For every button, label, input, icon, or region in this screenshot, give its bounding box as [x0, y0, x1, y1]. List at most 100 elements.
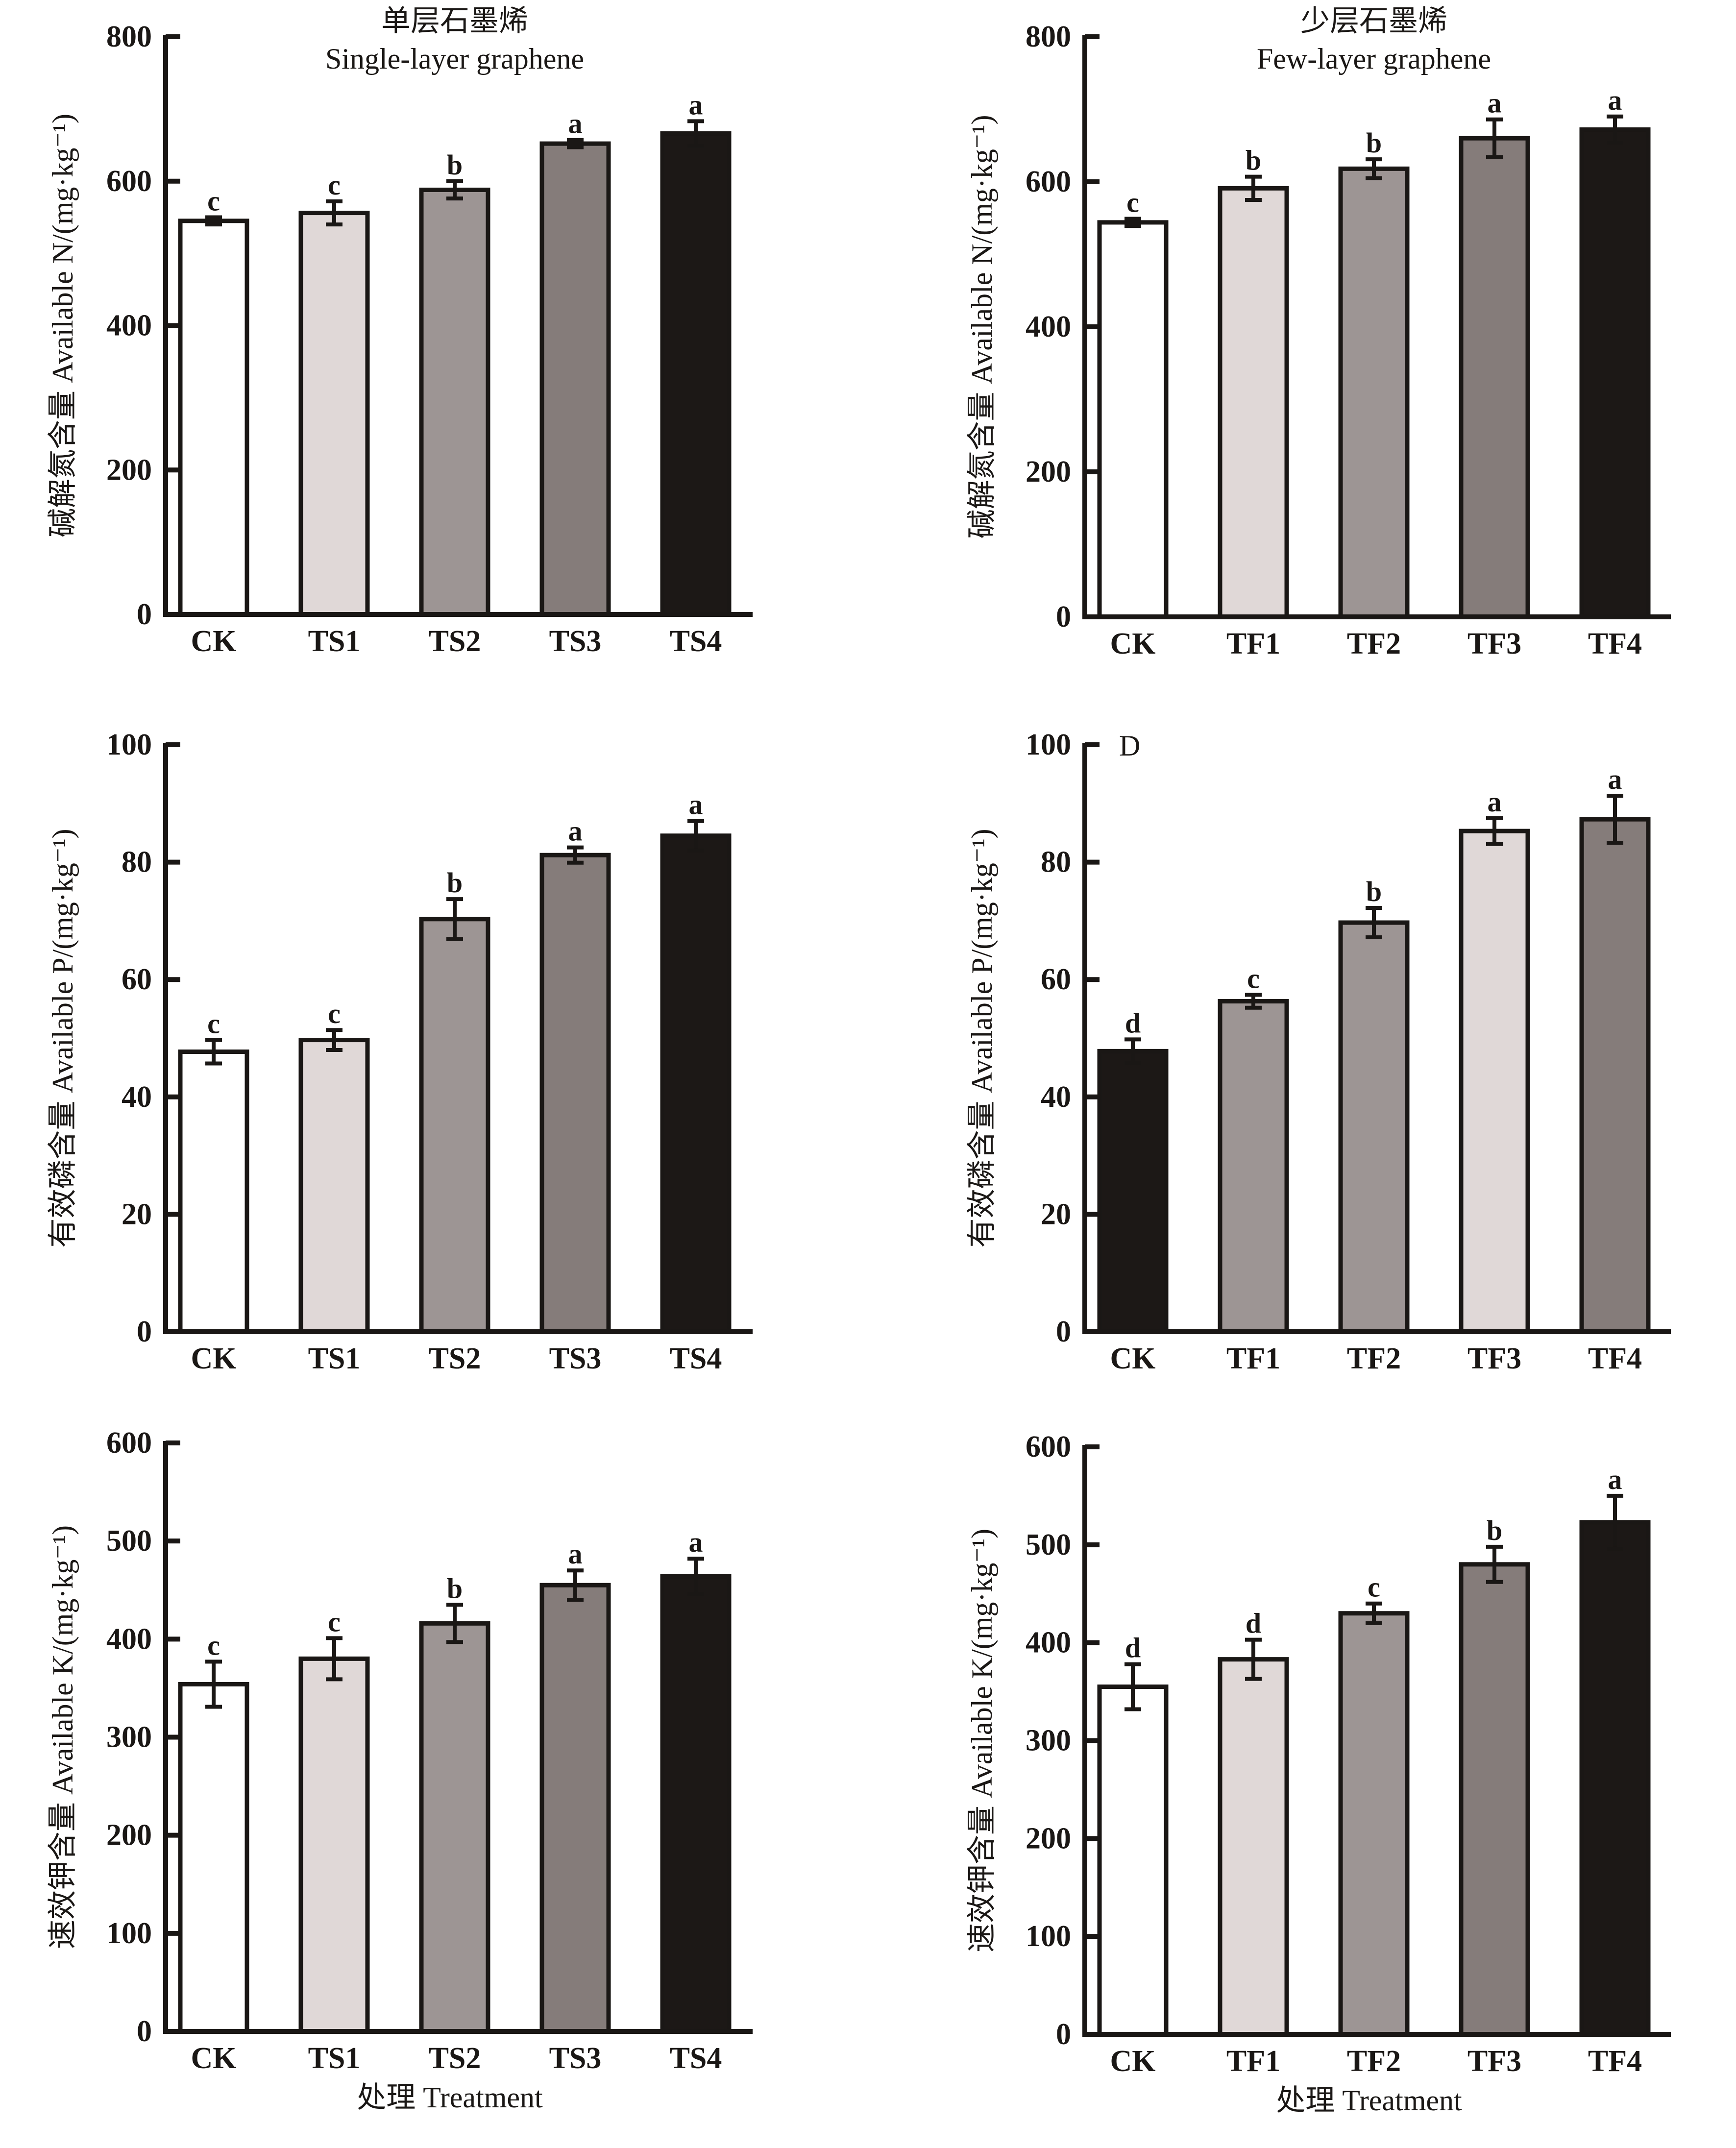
- significance-letter: a: [689, 789, 703, 821]
- y-tick-label: 600: [106, 1426, 152, 1460]
- x-tick-label: TS2: [429, 1342, 481, 1375]
- y-tick-label: 0: [1056, 600, 1071, 634]
- bar-tf1: [1218, 999, 1289, 1334]
- chart-panel-2: c CK b TF1 b TF2 a TF3 a TF4 0 200 400 600 800 碱解氮含量 Av…: [966, 5, 1671, 660]
- y-axis-label: 有效磷含量 Available P/(mg·kg⁻¹): [47, 829, 79, 1247]
- chart-panel-5: c CK c TS1 b TS2 a TS3 a TS4 0 100 200 300 400 500 600 速效…: [47, 1426, 753, 2114]
- significance-letter: b: [1366, 876, 1382, 907]
- bar-ts3: [539, 853, 611, 1334]
- significance-letter: b: [447, 867, 463, 899]
- x-tick-label: TF3: [1467, 2045, 1521, 2078]
- x-tick-label: CK: [1110, 2045, 1156, 2078]
- significance-letter: a: [1488, 87, 1502, 119]
- y-axis-label: 速效钾含量 Available K/(mg·kg⁻¹): [47, 1525, 79, 1949]
- y-tick-label: 600: [1026, 1430, 1071, 1464]
- significance-letter: d: [1125, 1632, 1141, 1664]
- significance-letter: a: [568, 815, 583, 847]
- x-axis-label: 处理 Treatment: [357, 2081, 543, 2114]
- y-tick-label: 800: [106, 20, 152, 53]
- significance-letter: b: [447, 1572, 463, 1604]
- x-tick-label: TS4: [670, 625, 722, 658]
- x-tick-label: CK: [191, 1342, 237, 1375]
- significance-letter: c: [328, 998, 341, 1029]
- bar-ts2: [419, 1621, 490, 2034]
- chart-subtitle: Single-layer graphene: [325, 43, 584, 75]
- x-tick-label: TS4: [670, 1342, 722, 1375]
- significance-letter: d: [1246, 1608, 1261, 1639]
- y-tick-label: 400: [106, 1622, 152, 1656]
- bar-ck: [178, 1682, 249, 2034]
- y-tick-label: 60: [122, 963, 152, 996]
- bar-ck: [178, 1050, 249, 1334]
- y-tick-label: 400: [1026, 310, 1071, 343]
- significance-letter: b: [447, 149, 463, 181]
- bar-tf1: [1218, 186, 1289, 619]
- y-tick-label: 0: [137, 1315, 152, 1348]
- bar-tf1: [1218, 1657, 1289, 2037]
- y-axis-label: 速效钾含量 Available K/(mg·kg⁻¹): [966, 1529, 998, 1953]
- y-axis-label: 有效磷含量 Available P/(mg·kg⁻¹): [966, 829, 998, 1247]
- significance-letter: d: [1125, 1007, 1141, 1039]
- x-tick-label: TS3: [549, 2042, 602, 2075]
- bar-tf4: [1579, 127, 1651, 619]
- x-tick-label: TF2: [1347, 2045, 1401, 2078]
- significance-letter: a: [568, 1538, 583, 1570]
- bar-tf4: [1579, 1520, 1651, 2037]
- significance-letter: a: [689, 1526, 703, 1558]
- bar-tf2: [1338, 1611, 1410, 2037]
- x-tick-label: TF3: [1467, 1342, 1521, 1375]
- x-tick-label: TF4: [1588, 627, 1642, 660]
- significance-letter: c: [328, 169, 341, 201]
- bar-ts2: [419, 917, 490, 1334]
- chart-subtitle: Few-layer graphene: [1257, 43, 1491, 75]
- y-tick-label: 100: [106, 1917, 152, 1950]
- chart-panel-3: c CK c TS1 b TS2 a TS3 a TS4 0 20 40 60 80 100 有效磷含量 Ava…: [47, 728, 753, 1375]
- bar-ts1: [298, 1038, 370, 1334]
- panel-label: D: [1119, 730, 1140, 762]
- significance-letter: a: [689, 89, 703, 121]
- chart-panel-1: c CK c TS1 b TS2 a TS3 a TS4 0 200 400 600 800 碱解氮含量 Av…: [47, 5, 753, 658]
- bar-ts4: [660, 1574, 732, 2034]
- chart-title: 少层石墨烯: [1300, 5, 1447, 37]
- y-tick-label: 60: [1041, 963, 1071, 996]
- x-tick-label: CK: [191, 625, 237, 658]
- bar-ts3: [539, 141, 611, 617]
- y-tick-label: 300: [106, 1721, 152, 1754]
- significance-letter: b: [1366, 127, 1382, 159]
- significance-letter: a: [1488, 786, 1502, 818]
- y-tick-label: 300: [1026, 1724, 1071, 1757]
- y-tick-label: 500: [1026, 1528, 1071, 1562]
- x-tick-label: CK: [1110, 627, 1156, 660]
- significance-letter: c: [1126, 186, 1139, 218]
- significance-letter: b: [1246, 145, 1261, 176]
- bar-ts4: [660, 833, 732, 1334]
- y-tick-label: 100: [106, 728, 152, 761]
- bar-ck: [1097, 220, 1169, 619]
- bar-ts2: [419, 187, 490, 617]
- bar-ts1: [298, 1656, 370, 2034]
- x-tick-label: TF4: [1588, 1342, 1642, 1375]
- significance-letter: c: [207, 1629, 220, 1661]
- x-axis-label: 处理 Treatment: [1276, 2084, 1462, 2117]
- y-tick-label: 400: [1026, 1626, 1071, 1660]
- y-tick-label: 200: [1026, 455, 1071, 488]
- x-tick-label: TF1: [1226, 627, 1280, 660]
- bar-tf3: [1459, 1562, 1530, 2037]
- significance-letter: a: [1608, 1464, 1622, 1495]
- y-tick-label: 600: [1026, 165, 1071, 198]
- significance-letter: c: [207, 185, 220, 217]
- y-tick-label: 200: [1026, 1822, 1071, 1855]
- significance-letter: c: [328, 1606, 341, 1637]
- x-tick-label: TF1: [1226, 1342, 1280, 1375]
- significance-letter: a: [1608, 84, 1622, 116]
- significance-letter: c: [1247, 962, 1260, 994]
- x-tick-label: CK: [191, 2042, 237, 2075]
- significance-letter: a: [1608, 763, 1622, 795]
- x-tick-label: TS1: [308, 1342, 361, 1375]
- y-tick-label: 80: [1041, 846, 1071, 879]
- x-tick-label: CK: [1110, 1342, 1156, 1375]
- y-tick-label: 40: [122, 1080, 152, 1114]
- significance-letter: a: [568, 108, 583, 140]
- y-tick-label: 0: [1056, 2018, 1071, 2051]
